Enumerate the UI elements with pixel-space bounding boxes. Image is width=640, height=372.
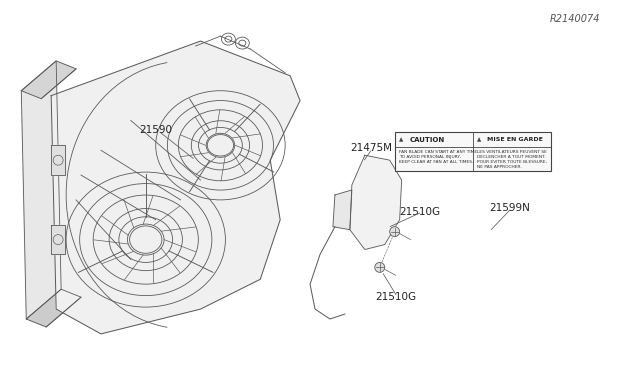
Polygon shape (21, 61, 76, 99)
Text: MISE EN GARDE: MISE EN GARDE (487, 137, 543, 142)
Text: 21475M: 21475M (350, 143, 392, 153)
Text: ▲: ▲ (477, 137, 481, 142)
Polygon shape (21, 61, 61, 319)
Ellipse shape (390, 227, 399, 237)
Text: FAN BLADE CAN START AT ANY TIME.
TO AVOID PERSONAL INJURY,
KEEP CLEAR AT FAN AT : FAN BLADE CAN START AT ANY TIME. TO AVOI… (399, 150, 479, 164)
Polygon shape (51, 145, 65, 175)
Text: CAUTION: CAUTION (409, 137, 444, 143)
Text: R2140074: R2140074 (550, 13, 600, 23)
Text: ▲: ▲ (399, 137, 403, 142)
Text: LES VENTILATEURS PEUVENT SE
DECLENCHER A TOUT MOMENT.
POUR EVITER TOUTE BLESSURE: LES VENTILATEURS PEUVENT SE DECLENCHER A… (477, 150, 547, 169)
Polygon shape (333, 190, 352, 230)
Text: 21590: 21590 (139, 125, 172, 135)
Ellipse shape (375, 262, 385, 272)
Text: 21510G: 21510G (399, 207, 441, 217)
Text: 21599N: 21599N (489, 203, 530, 213)
Polygon shape (51, 41, 300, 334)
Polygon shape (26, 289, 81, 327)
FancyBboxPatch shape (395, 132, 551, 171)
Text: 21510G: 21510G (375, 292, 416, 302)
Polygon shape (350, 155, 402, 250)
Polygon shape (51, 225, 65, 254)
